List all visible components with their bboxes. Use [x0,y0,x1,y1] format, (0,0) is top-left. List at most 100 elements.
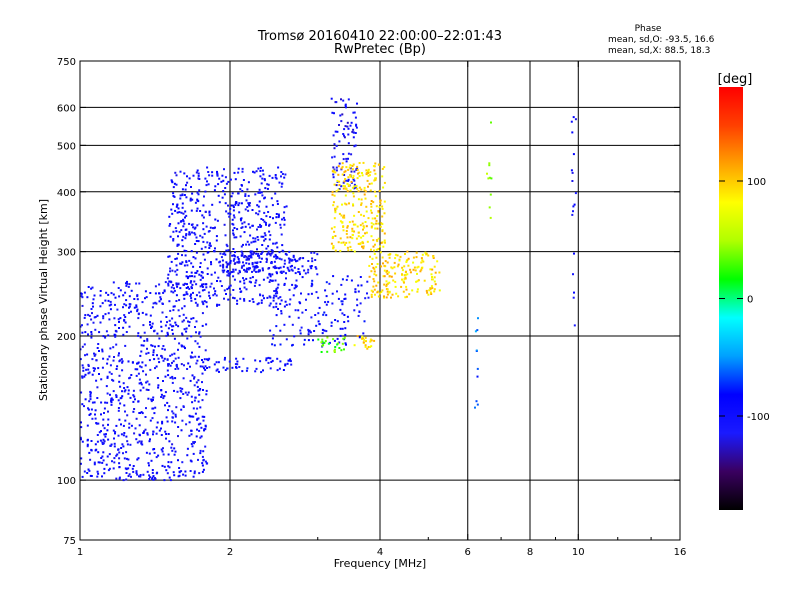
data-point [173,289,176,292]
data-point [288,288,291,291]
data-point [274,279,277,282]
data-point [211,171,214,174]
data-point [255,367,258,370]
data-point [177,459,179,462]
data-point [172,325,175,328]
data-point [260,218,263,220]
data-point [153,451,156,454]
data-point [273,294,276,297]
data-point [105,291,108,294]
data-point [172,412,175,415]
data-point [146,339,149,342]
data-point [256,204,259,207]
data-point [385,280,388,283]
data-point [190,433,193,436]
data-point [272,334,275,337]
data-point [350,121,353,124]
data-point [146,338,149,341]
data-point [172,238,175,240]
data-point [266,187,269,190]
data-point [320,351,323,353]
data-point [154,301,157,304]
data-point [216,303,219,306]
data-point [209,245,212,247]
data-point [128,283,131,286]
data-point [168,405,171,408]
data-point [201,276,204,279]
data-point [205,184,208,187]
data-point [352,203,354,206]
data-point [138,378,141,381]
data-point [234,363,237,366]
data-point [232,248,235,250]
data-point [204,190,207,193]
data-point [254,281,257,284]
data-point [163,348,166,351]
data-point [169,223,172,225]
data-point [174,413,177,416]
data-point [246,206,249,208]
data-point [167,364,170,367]
data-point [199,295,202,298]
data-point [193,441,196,443]
data-point [227,249,230,252]
data-point [370,270,373,273]
data-point [345,166,348,169]
data-point [101,455,104,458]
data-point [350,279,353,282]
data-point [269,357,272,360]
data-point [110,372,113,375]
data-point [251,263,254,266]
data-point [285,253,288,256]
data-point [172,309,175,312]
data-point [291,283,294,286]
data-point [86,472,89,474]
data-point [229,261,232,264]
data-point [102,315,105,318]
data-point [307,328,310,331]
data-point [391,267,394,270]
data-point [92,367,95,370]
data-point [415,251,418,254]
data-point [201,399,204,402]
data-point [98,331,101,334]
data-point [192,174,195,177]
data-point [80,292,82,295]
data-point [81,364,84,367]
data-point [197,240,200,243]
data-point [307,333,310,336]
data-point [356,335,359,338]
data-point [249,254,252,257]
data-point [99,305,102,308]
data-point [572,153,575,156]
data-point [174,270,177,273]
data-point [307,339,310,342]
data-point [341,342,344,345]
data-point [420,257,423,260]
data-point [232,214,235,217]
data-point [145,313,148,316]
data-point [362,225,365,228]
data-point [94,443,97,446]
data-point [94,353,97,356]
data-point [108,355,111,358]
data-point [224,234,227,237]
data-point [171,375,174,378]
data-point [344,327,347,330]
data-point [199,234,202,237]
data-point [198,332,201,335]
data-point [416,272,418,275]
data-point [122,434,125,437]
data-point [96,347,99,349]
data-point [353,309,356,312]
data-point [190,299,193,302]
data-point [336,343,339,346]
data-point [211,174,214,177]
data-point [226,245,229,248]
data-point [227,270,229,272]
data-point [250,241,253,244]
data-point [340,349,343,352]
data-point [388,281,391,284]
data-point [271,273,274,276]
data-point [138,434,141,437]
